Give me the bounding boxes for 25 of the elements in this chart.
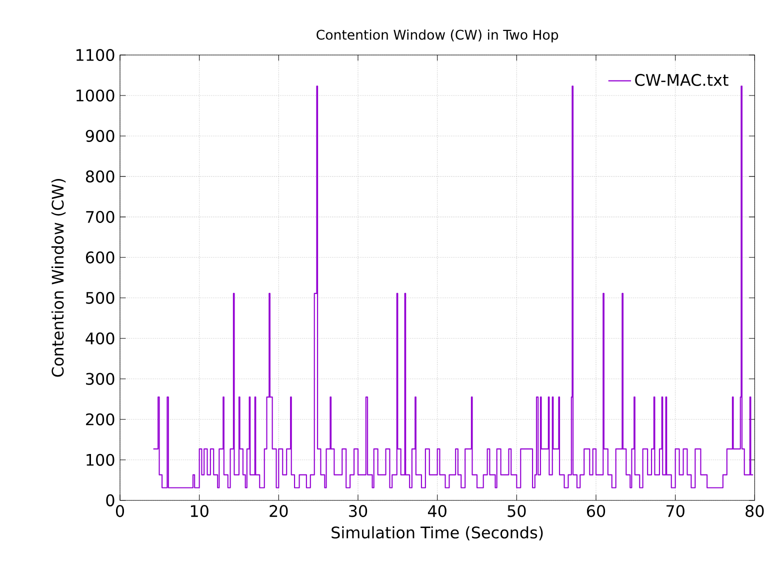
x-tick-label: 0: [116, 504, 124, 517]
y-tick-label: 900: [86, 130, 114, 142]
legend-label: CW-MAC.txt: [635, 74, 728, 86]
chart-title: Contention Window (CW) in Two Hop: [316, 29, 558, 42]
y-tick-label: 100: [86, 454, 114, 466]
x-tick-label: 20: [270, 504, 288, 517]
x-tick-label: 70: [666, 504, 684, 517]
y-tick-label: 0: [106, 494, 114, 506]
x-axis-title: Simulation Time (Seconds): [332, 526, 543, 540]
x-tick-label: 40: [428, 504, 446, 517]
y-tick-label: 600: [86, 251, 114, 264]
x-tick-label: 10: [190, 504, 208, 517]
y-tick-label: 1100: [76, 48, 114, 61]
x-tick-label: 80: [746, 504, 764, 517]
y-tick-label: 200: [86, 413, 114, 426]
y-tick-label: 1000: [76, 89, 114, 102]
y-axis-title: Contention Window (CW): [51, 178, 66, 377]
y-tick-label: 800: [86, 170, 114, 182]
x-tick-label: 50: [508, 504, 526, 517]
x-tick-label: 30: [349, 504, 368, 517]
y-tick-label: 500: [86, 292, 114, 304]
y-tick-label: 300: [86, 372, 114, 385]
y-tick-label: 700: [86, 210, 114, 223]
y-tick-label: 400: [86, 332, 114, 344]
x-tick-label: 60: [586, 504, 606, 517]
